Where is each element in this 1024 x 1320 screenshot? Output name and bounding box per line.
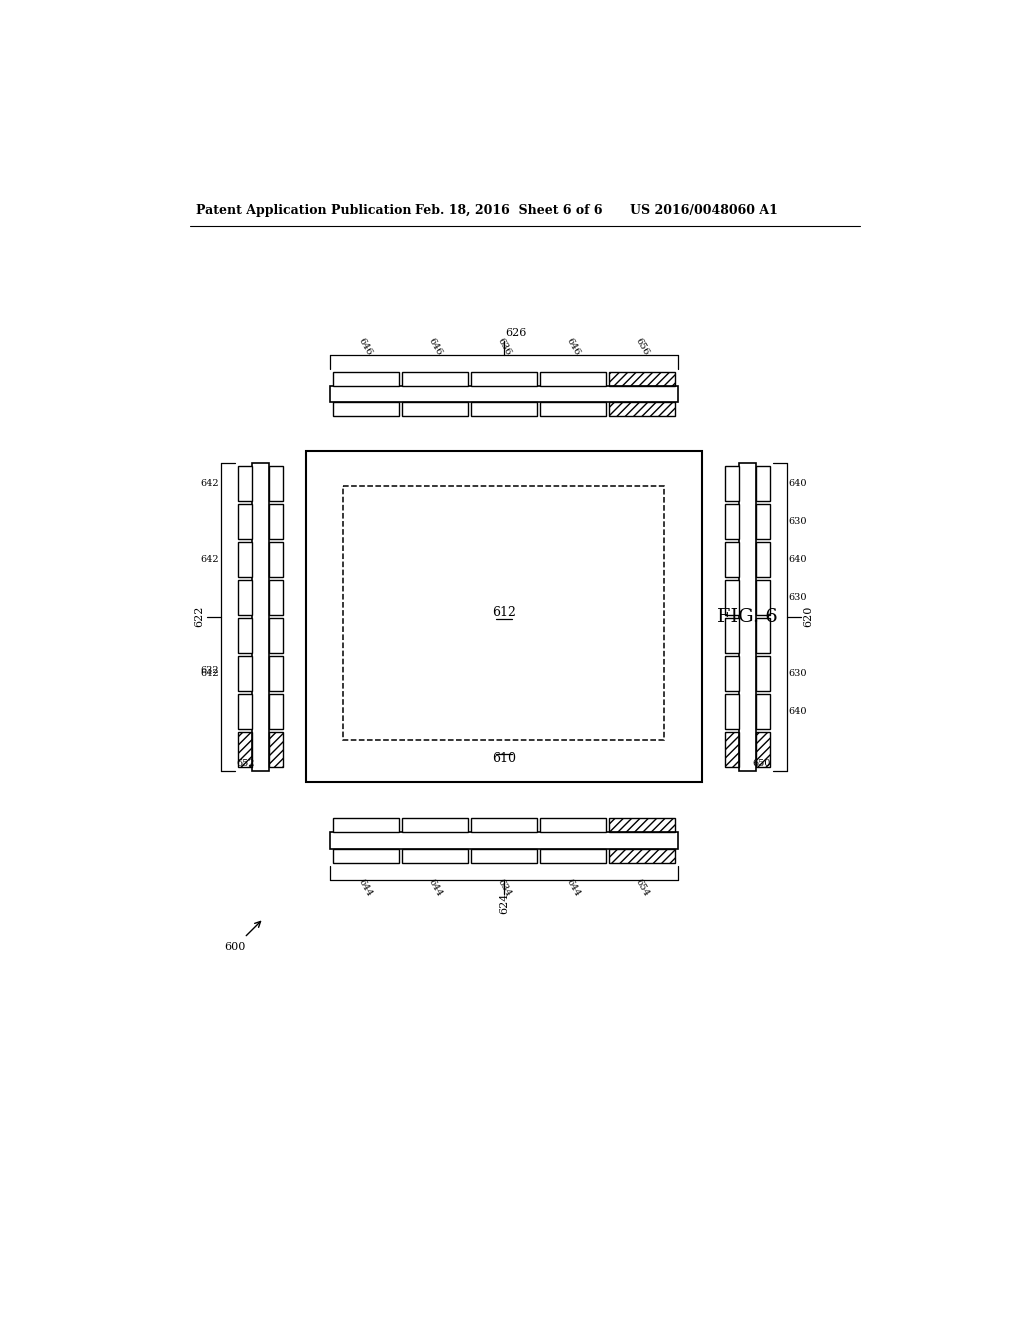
Text: 654: 654	[634, 878, 650, 898]
Bar	[238, 466, 252, 500]
Text: 632: 632	[201, 667, 219, 675]
Bar	[401, 372, 468, 385]
Text: US 2016/0048060 A1: US 2016/0048060 A1	[630, 205, 778, 218]
Text: 644: 644	[564, 878, 582, 898]
Text: Feb. 18, 2016  Sheet 6 of 6: Feb. 18, 2016 Sheet 6 of 6	[415, 205, 602, 218]
Text: 640: 640	[788, 479, 807, 487]
Text: 644: 644	[357, 878, 374, 898]
Bar	[343, 486, 665, 739]
Bar	[540, 849, 606, 863]
Bar	[238, 656, 252, 692]
Text: 652: 652	[237, 759, 255, 768]
Text: Patent Application Publication: Patent Application Publication	[197, 205, 412, 218]
Text: 646: 646	[357, 337, 374, 358]
Text: 650: 650	[753, 759, 771, 768]
Bar	[609, 849, 675, 863]
Bar	[238, 733, 252, 767]
Bar	[725, 733, 738, 767]
Bar	[756, 466, 770, 500]
Bar	[238, 579, 252, 615]
Bar	[471, 818, 537, 832]
Bar	[269, 579, 283, 615]
Bar	[725, 579, 738, 615]
Bar	[333, 403, 398, 416]
Bar	[269, 656, 283, 692]
Bar	[756, 504, 770, 539]
Text: 642: 642	[201, 554, 219, 564]
Bar	[756, 618, 770, 653]
Text: 642: 642	[201, 479, 219, 487]
Bar	[725, 694, 738, 730]
Bar	[756, 656, 770, 692]
Text: 624: 624	[499, 892, 509, 913]
Bar	[330, 385, 678, 403]
Text: 622: 622	[195, 606, 205, 627]
Bar	[725, 466, 738, 500]
Bar	[238, 618, 252, 653]
Text: 630: 630	[788, 516, 807, 525]
Text: 640: 640	[788, 554, 807, 564]
Bar	[269, 694, 283, 730]
Bar	[269, 618, 283, 653]
Text: 612: 612	[492, 606, 516, 619]
Bar	[401, 403, 468, 416]
Bar	[609, 403, 675, 416]
Text: 646: 646	[426, 337, 443, 358]
Text: 630: 630	[788, 669, 807, 678]
Text: 640: 640	[788, 708, 807, 717]
Bar	[756, 694, 770, 730]
Bar	[401, 818, 468, 832]
Bar	[471, 372, 537, 385]
Bar	[269, 504, 283, 539]
Bar	[725, 656, 738, 692]
Bar	[252, 462, 269, 771]
Bar	[306, 451, 701, 781]
Bar	[401, 849, 468, 863]
Bar	[333, 849, 398, 863]
Bar	[540, 818, 606, 832]
Bar	[725, 504, 738, 539]
Text: 634: 634	[496, 878, 512, 898]
Bar	[269, 466, 283, 500]
Bar	[330, 832, 678, 849]
Bar	[738, 462, 756, 771]
Bar	[238, 504, 252, 539]
Bar	[725, 543, 738, 577]
Text: 630: 630	[788, 593, 807, 602]
Bar	[540, 403, 606, 416]
Bar	[333, 818, 398, 832]
Bar	[609, 372, 675, 385]
Bar	[238, 543, 252, 577]
Text: 644: 644	[426, 878, 443, 898]
Text: 620: 620	[804, 606, 813, 627]
Text: 600: 600	[224, 942, 246, 952]
Bar	[756, 543, 770, 577]
Bar	[471, 849, 537, 863]
Text: 636: 636	[496, 337, 512, 358]
Text: 610: 610	[492, 752, 516, 766]
Text: 642: 642	[201, 669, 219, 678]
Text: 646: 646	[564, 337, 582, 358]
Bar	[333, 372, 398, 385]
Bar	[540, 372, 606, 385]
Text: FIG. 6: FIG. 6	[717, 607, 778, 626]
Text: 626: 626	[505, 329, 526, 338]
Bar	[725, 618, 738, 653]
Bar	[756, 733, 770, 767]
Text: 656: 656	[634, 337, 650, 358]
Bar	[238, 694, 252, 730]
Bar	[269, 543, 283, 577]
Bar	[609, 818, 675, 832]
Bar	[269, 733, 283, 767]
Bar	[756, 579, 770, 615]
Bar	[471, 403, 537, 416]
